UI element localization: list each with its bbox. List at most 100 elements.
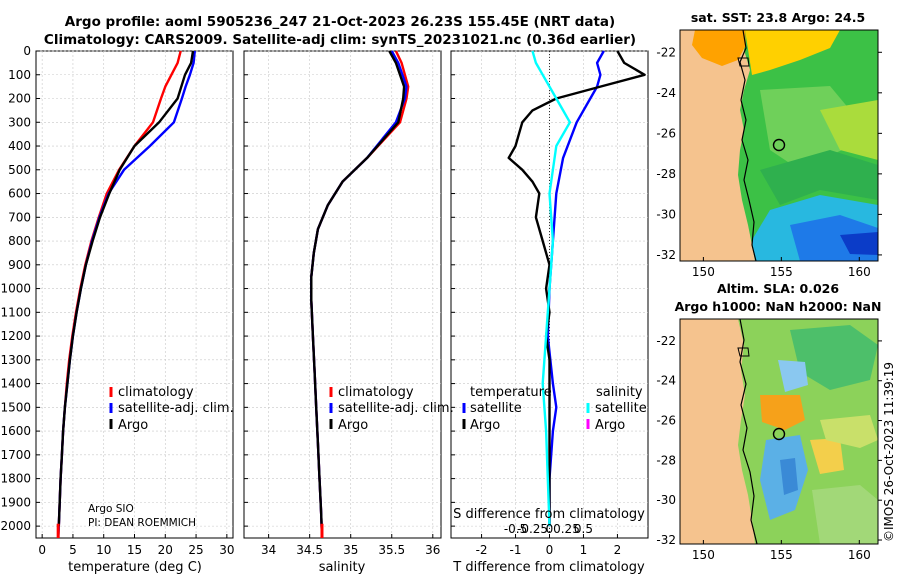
depth-tick-label: 200 bbox=[8, 92, 31, 106]
legend-label-s-satellite: satellite bbox=[595, 401, 647, 416]
pi-credit: PI: DEAN ROEMMICH bbox=[88, 517, 196, 529]
map-lat-tick-label: -24 bbox=[656, 86, 676, 100]
series-line-s-satellite bbox=[531, 50, 572, 527]
map-lat-tick-label: -28 bbox=[656, 453, 676, 467]
legend-label-s-argo: Argo bbox=[595, 418, 625, 433]
legend-label-argo: Argo bbox=[338, 418, 368, 433]
series-line-argo bbox=[57, 50, 195, 527]
map-lon-tick-label: 155 bbox=[770, 265, 793, 279]
legend-label-argo: Argo bbox=[118, 418, 148, 433]
x-tick-label: 34.5 bbox=[296, 543, 323, 557]
x-tick-label: 25 bbox=[188, 543, 203, 557]
temperature-axis-label: temperature (deg C) bbox=[68, 560, 202, 575]
legend-label-t-satellite: satellite bbox=[470, 401, 522, 416]
salinity-legend: climatology satellite-adj. clim. Argo bbox=[329, 385, 454, 433]
s-difference-axis-label: S difference from climatology bbox=[453, 507, 645, 522]
depth-tick-label: 1900 bbox=[0, 495, 31, 509]
difference-legend: temperature salinity satellite Argo sate… bbox=[462, 385, 647, 433]
depth-tick-label: 1600 bbox=[0, 424, 31, 438]
depth-tick-label: 1300 bbox=[0, 353, 31, 367]
x-tick-label: 0 bbox=[546, 543, 554, 557]
temperature-legend: climatology satellite-adj. clim. Argo bbox=[109, 385, 234, 433]
depth-tick-label: 300 bbox=[8, 115, 31, 129]
map-lat-tick-label: -26 bbox=[656, 414, 676, 428]
map-lat-tick-label: -26 bbox=[656, 126, 676, 140]
x-tick-label: 20 bbox=[158, 543, 173, 557]
depth-tick-label: 1400 bbox=[0, 377, 31, 391]
map-lat-tick-label: -32 bbox=[656, 248, 676, 262]
s-diff-tick-label: -0.5 bbox=[504, 522, 527, 536]
map-lat-tick-label: -28 bbox=[656, 167, 676, 181]
map-lat-tick-label: -30 bbox=[656, 207, 676, 221]
map-lat-tick-label: -32 bbox=[656, 533, 676, 547]
sla-map-title-line2: Argo h1000: NaN h2000: NaN bbox=[675, 299, 882, 314]
legend-label-satellite: satellite-adj. clim. bbox=[338, 401, 454, 416]
depth-tick-label: 1500 bbox=[0, 400, 31, 414]
x-tick-label: 30 bbox=[219, 543, 234, 557]
series-line-argo bbox=[310, 50, 406, 539]
depth-tick-label: 1000 bbox=[0, 282, 31, 296]
map-lat-tick-label: -24 bbox=[656, 374, 676, 388]
series-line-t-satellite bbox=[546, 50, 605, 527]
legend-title-salinity: salinity bbox=[596, 385, 643, 400]
map-lon-tick-label: 150 bbox=[692, 548, 715, 562]
s-diff-tick-label: 0.5 bbox=[574, 522, 593, 536]
depth-tick-label: 1800 bbox=[0, 472, 31, 486]
legend-label-climatology: climatology bbox=[118, 385, 194, 400]
map-lat-tick-label: -30 bbox=[656, 493, 676, 507]
x-tick-label: 0 bbox=[38, 543, 46, 557]
s-diff-tick-label: 0.25 bbox=[553, 522, 580, 536]
depth-tick-label: 1700 bbox=[0, 448, 31, 462]
figure-title-line2: Climatology: CARS2009. Satellite-adj cli… bbox=[43, 32, 637, 48]
map-lat-tick-label: -22 bbox=[656, 45, 676, 59]
series-line-t-argo bbox=[507, 50, 646, 527]
depth-tick-label: 600 bbox=[8, 187, 31, 201]
sst-argo-location-marker bbox=[772, 138, 786, 152]
x-tick-label: 2 bbox=[614, 543, 622, 557]
series-line-satellite-adj-clim bbox=[310, 50, 408, 539]
x-tick-label: -1 bbox=[510, 543, 522, 557]
depth-tick-label: 100 bbox=[8, 68, 31, 82]
x-tick-label: 34 bbox=[261, 543, 276, 557]
legend-title-temperature: temperature bbox=[470, 385, 552, 400]
x-tick-label: 35.5 bbox=[378, 543, 405, 557]
depth-tick-label: 1100 bbox=[0, 305, 31, 319]
depth-tick-label: 700 bbox=[8, 210, 31, 224]
depth-tick-label: 400 bbox=[8, 139, 31, 153]
map-lon-tick-label: 160 bbox=[848, 265, 871, 279]
x-tick-label: 15 bbox=[127, 543, 142, 557]
map-lon-tick-label: 155 bbox=[770, 548, 793, 562]
depth-tick-label: 2000 bbox=[0, 519, 31, 533]
imos-timestamp: ©IMOS 26-Oct-2023 11:39:19 bbox=[882, 362, 896, 542]
depth-tick-label: 1200 bbox=[0, 329, 31, 343]
sla-argo-location-marker bbox=[772, 427, 786, 441]
depth-tick-label: 0 bbox=[23, 44, 31, 58]
depth-tick-label: 900 bbox=[8, 258, 31, 272]
map-lat-tick-label: -22 bbox=[656, 334, 676, 348]
depth-tick-label: 500 bbox=[8, 163, 31, 177]
float-credit: Argo SIO bbox=[88, 503, 134, 515]
sla-map bbox=[679, 318, 879, 545]
depth-tick-label: 800 bbox=[8, 234, 31, 248]
series-line-climatology bbox=[57, 50, 182, 539]
figure-title-line1: Argo profile: aoml 5905236_247 21-Oct-20… bbox=[64, 14, 616, 30]
salinity-axis-label: salinity bbox=[319, 560, 366, 575]
sst-map bbox=[679, 29, 879, 262]
t-difference-axis-label: T difference from climatology bbox=[452, 560, 645, 575]
x-tick-label: 36 bbox=[425, 543, 440, 557]
x-tick-label: -2 bbox=[476, 543, 488, 557]
x-tick-label: 35 bbox=[343, 543, 358, 557]
sla-map-title-line1: Altim. SLA: 0.026 bbox=[717, 281, 839, 296]
map-lon-tick-label: 160 bbox=[848, 548, 871, 562]
legend-label-climatology: climatology bbox=[338, 385, 414, 400]
salinity-panel bbox=[243, 50, 442, 539]
x-tick-label: 10 bbox=[96, 543, 111, 557]
legend-label-t-argo: Argo bbox=[470, 418, 500, 433]
map-lon-tick-label: 150 bbox=[692, 265, 715, 279]
s-diff-tick-label: 0 bbox=[546, 522, 554, 536]
s-diff-tick-label: -0.25 bbox=[517, 522, 548, 536]
legend-label-satellite: satellite-adj. clim. bbox=[118, 401, 234, 416]
x-tick-label: 5 bbox=[69, 543, 77, 557]
sst-map-title: sat. SST: 23.8 Argo: 24.5 bbox=[691, 10, 865, 25]
